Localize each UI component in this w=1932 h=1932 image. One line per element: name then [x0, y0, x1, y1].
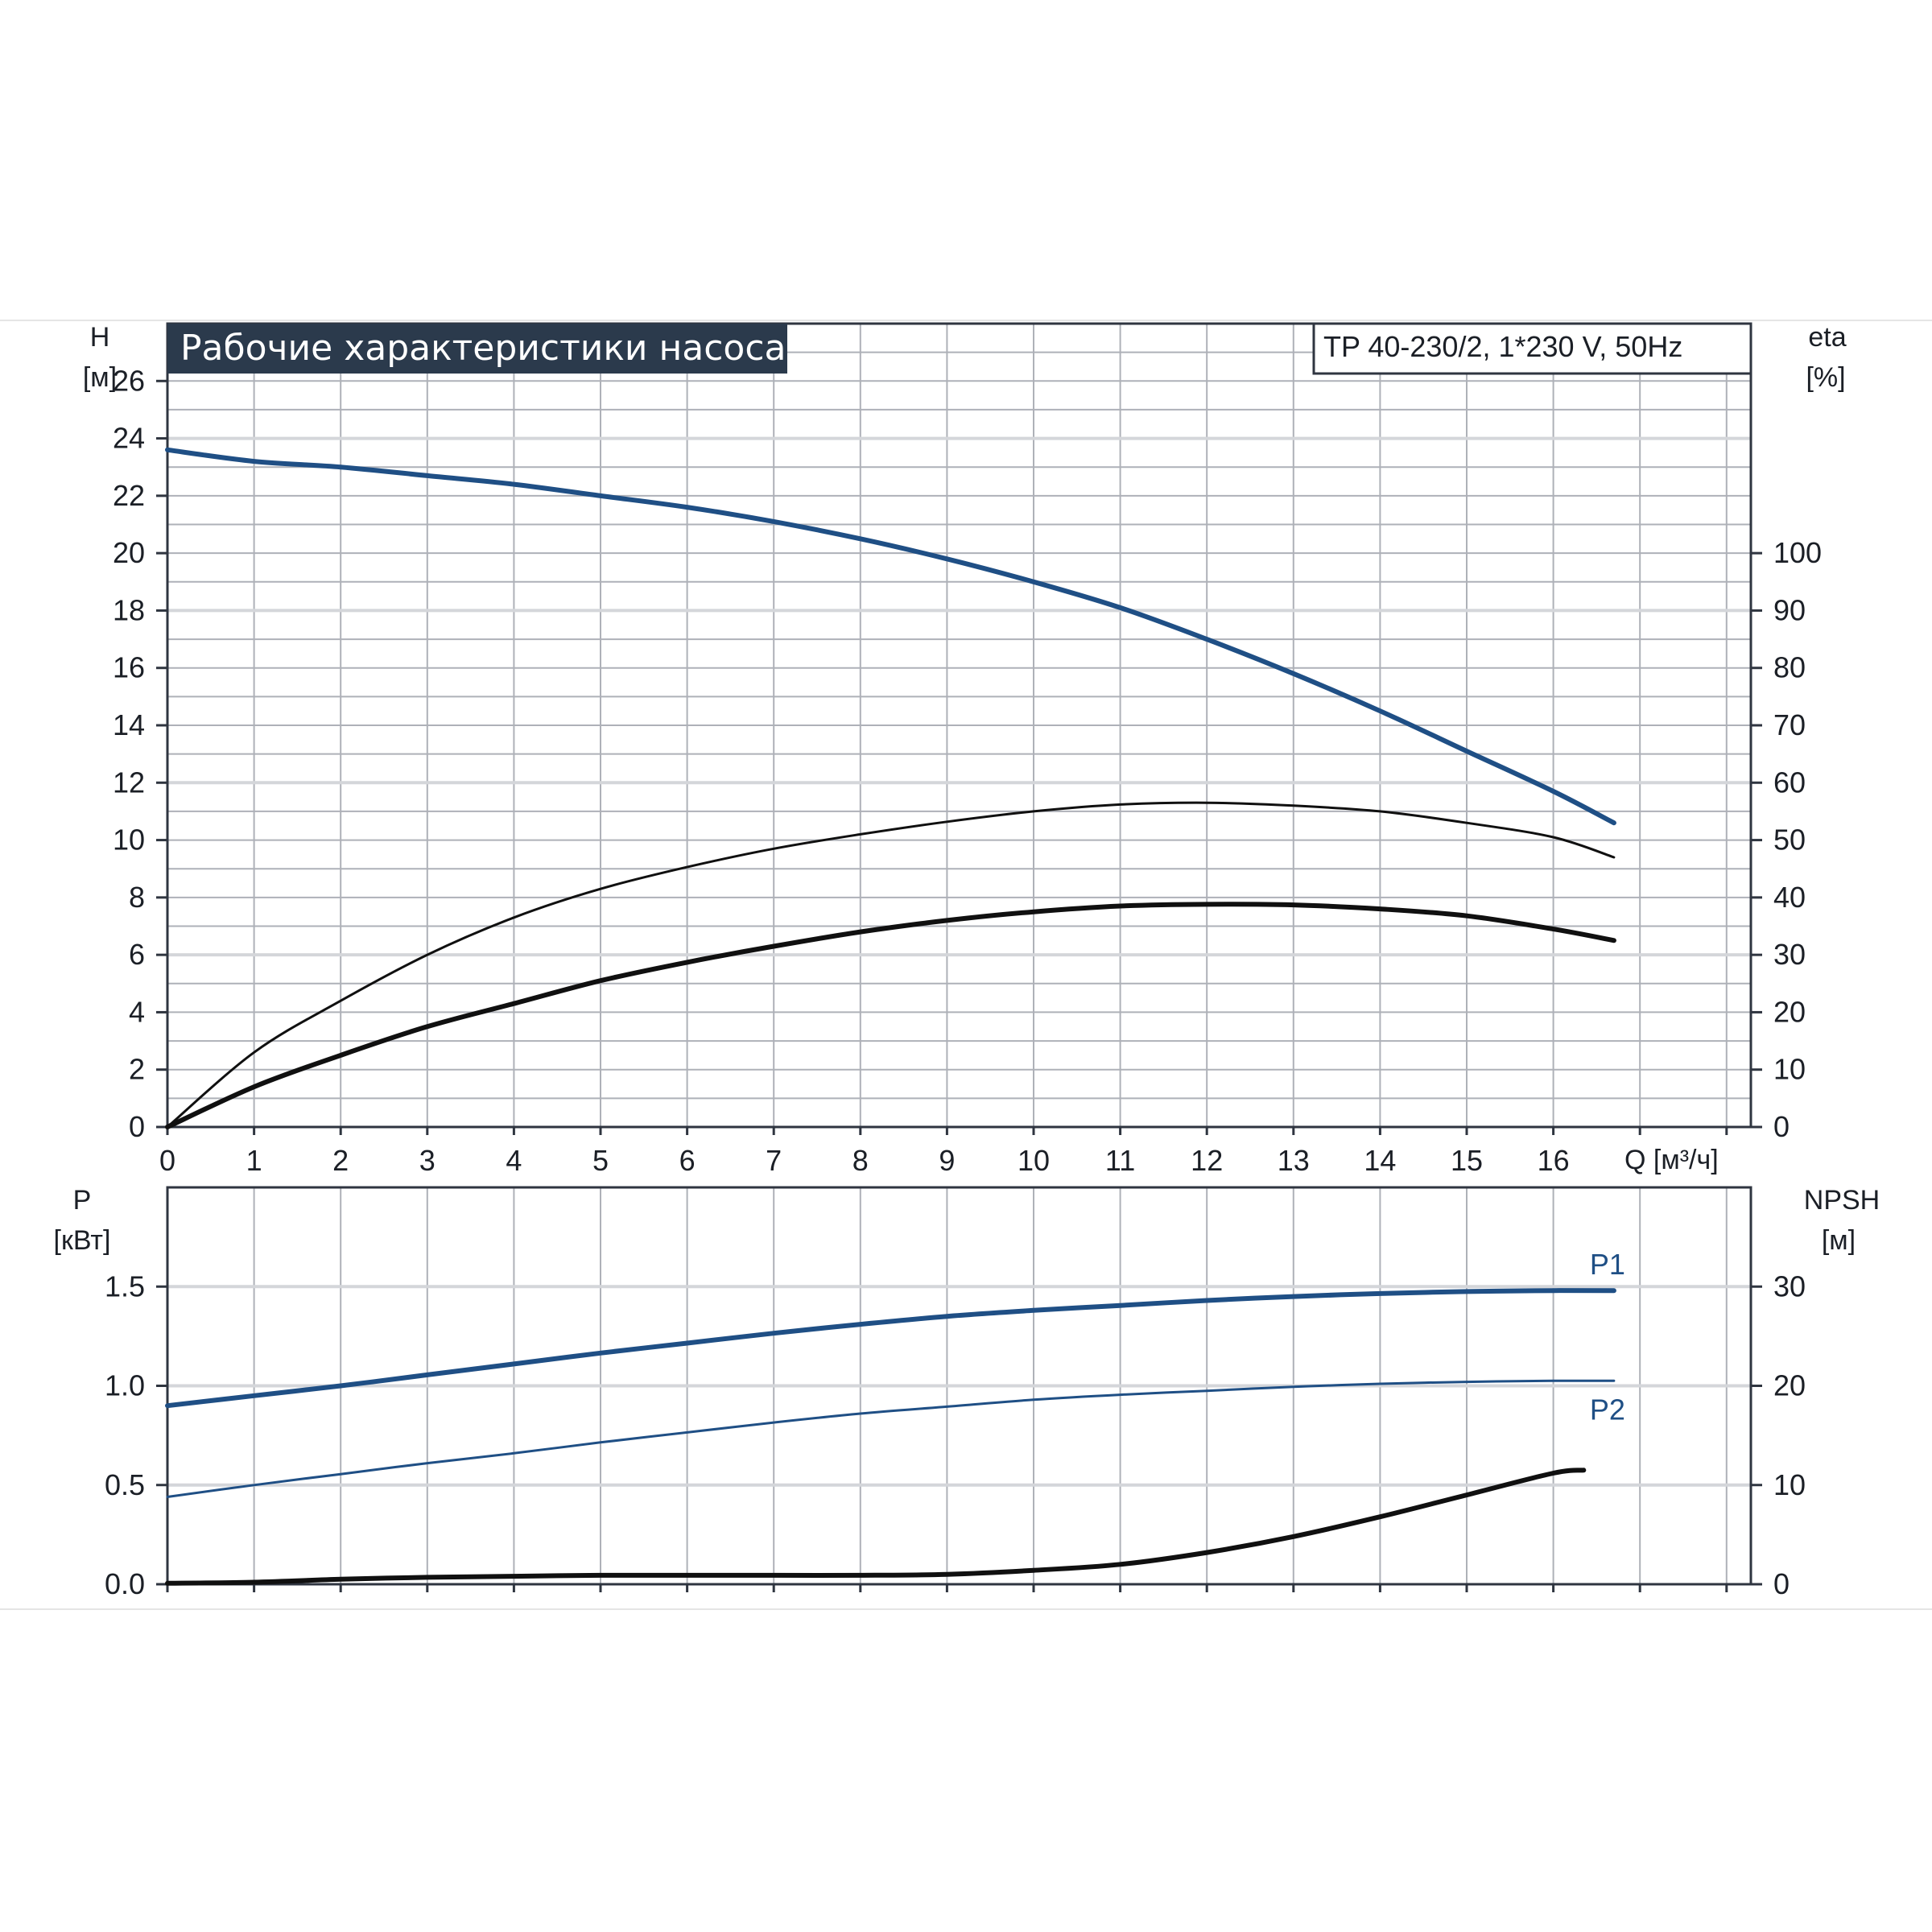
upper-axis-ticks: 0 1 2 3 4 5 6 7 8 9 10 11 12 13 14 15 160246810121416182… — [113, 364, 1822, 1177]
right-tick-label: 60 — [1773, 766, 1806, 799]
q-axis-label: Q [м³/ч] — [1624, 1145, 1719, 1175]
h-axis-title: H — [90, 322, 110, 353]
x-tick-label: 13 — [1278, 1144, 1310, 1177]
eta-axis-title: eta — [1808, 322, 1846, 353]
left-tick-label: 14 — [113, 708, 145, 741]
chart-title: Рабочие характеристики насоса — [180, 328, 786, 369]
series-line-1-2 — [165, 1468, 1587, 1586]
right-tick-label: 50 — [1773, 824, 1806, 857]
x-tick-label: 7 — [766, 1144, 782, 1177]
left-tick-label: 2 — [129, 1053, 145, 1086]
series-line-0-2 — [165, 902, 1616, 1129]
right-tick-label: 20 — [1773, 995, 1806, 1028]
eta-axis-unit: [%] — [1806, 362, 1845, 393]
left-tick-label: 20 — [113, 536, 145, 569]
x-tick-label: 0 — [159, 1144, 175, 1177]
p-axis-title: P — [73, 1185, 92, 1216]
right-tick-label: 70 — [1773, 708, 1806, 741]
left-tick-label: 1.5 — [105, 1269, 145, 1302]
lower-axis-ticks: 0.0 0.5 1.0 1.5 0 10 20 30 — [105, 1269, 1806, 1600]
left-tick-label: 1.0 — [105, 1369, 145, 1402]
npsh-axis-unit: [м] — [1822, 1225, 1856, 1256]
right-tick-label: 20 — [1773, 1369, 1806, 1402]
upper-series-group — [165, 447, 1616, 1129]
right-tick-label: 90 — [1773, 593, 1806, 626]
right-tick-label: 0 — [1773, 1110, 1790, 1143]
left-tick-label: 10 — [113, 824, 145, 857]
right-tick-label: 10 — [1773, 1053, 1806, 1086]
model-box — [1312, 322, 1752, 375]
x-tick-label: 9 — [939, 1144, 955, 1177]
lower-plot-grid — [167, 1187, 1751, 1584]
left-tick-label: 26 — [113, 364, 145, 397]
x-tick-label: 6 — [679, 1144, 696, 1177]
x-tick-label: 2 — [332, 1144, 349, 1177]
left-tick-label: 8 — [129, 881, 145, 914]
right-tick-label: 40 — [1773, 881, 1806, 914]
right-tick-label: 100 — [1773, 536, 1822, 569]
x-tick-label: 15 — [1451, 1144, 1483, 1177]
right-tick-label: 10 — [1773, 1468, 1806, 1501]
x-tick-label: 8 — [852, 1144, 869, 1177]
right-tick-label: 80 — [1773, 651, 1806, 684]
series-p1-line — [165, 1288, 1616, 1409]
x-tick-label: 14 — [1364, 1144, 1396, 1177]
left-tick-label: 16 — [113, 651, 145, 684]
right-tick-label: 0 — [1773, 1567, 1790, 1600]
x-tick-label: 10 — [1018, 1144, 1050, 1177]
h-axis-unit: [м] — [83, 362, 117, 393]
series-line-0-0 — [165, 447, 1616, 826]
x-tick-label: 12 — [1191, 1144, 1223, 1177]
left-tick-label: 6 — [129, 938, 145, 971]
left-tick-label: 4 — [129, 995, 145, 1028]
left-tick-label: 0 — [129, 1110, 145, 1143]
model-label: TP 40-230/2, 1*230 V, 50Hz — [1323, 330, 1682, 363]
left-tick-label: 22 — [113, 479, 145, 512]
upper-plot-grid — [167, 324, 1751, 1127]
chart-title-banner — [167, 324, 787, 374]
x-tick-label: 11 — [1105, 1144, 1135, 1177]
left-tick-label: 0.5 — [105, 1468, 145, 1501]
left-tick-label: 0.0 — [105, 1567, 145, 1600]
series-p2-line — [166, 1379, 1616, 1498]
left-tick-label: 12 — [113, 766, 145, 799]
x-tick-label: 4 — [506, 1144, 522, 1177]
series-label-p2: P2 — [1590, 1393, 1625, 1426]
left-tick-label: 24 — [113, 422, 145, 455]
series-label-p1: P1 — [1590, 1248, 1625, 1281]
p-axis-unit: [кВт] — [54, 1225, 111, 1256]
lower-series-group: P1 P2 — [165, 1248, 1625, 1586]
right-tick-label: 30 — [1773, 938, 1806, 971]
series-line-0-1 — [166, 801, 1616, 1129]
right-tick-label: 30 — [1773, 1269, 1806, 1302]
x-tick-label: 1 — [246, 1144, 262, 1177]
left-tick-label: 18 — [113, 593, 145, 626]
x-tick-label: 3 — [419, 1144, 436, 1177]
x-tick-label: 5 — [592, 1144, 609, 1177]
npsh-axis-title: NPSH — [1804, 1185, 1880, 1216]
x-tick-label: 16 — [1538, 1144, 1570, 1177]
